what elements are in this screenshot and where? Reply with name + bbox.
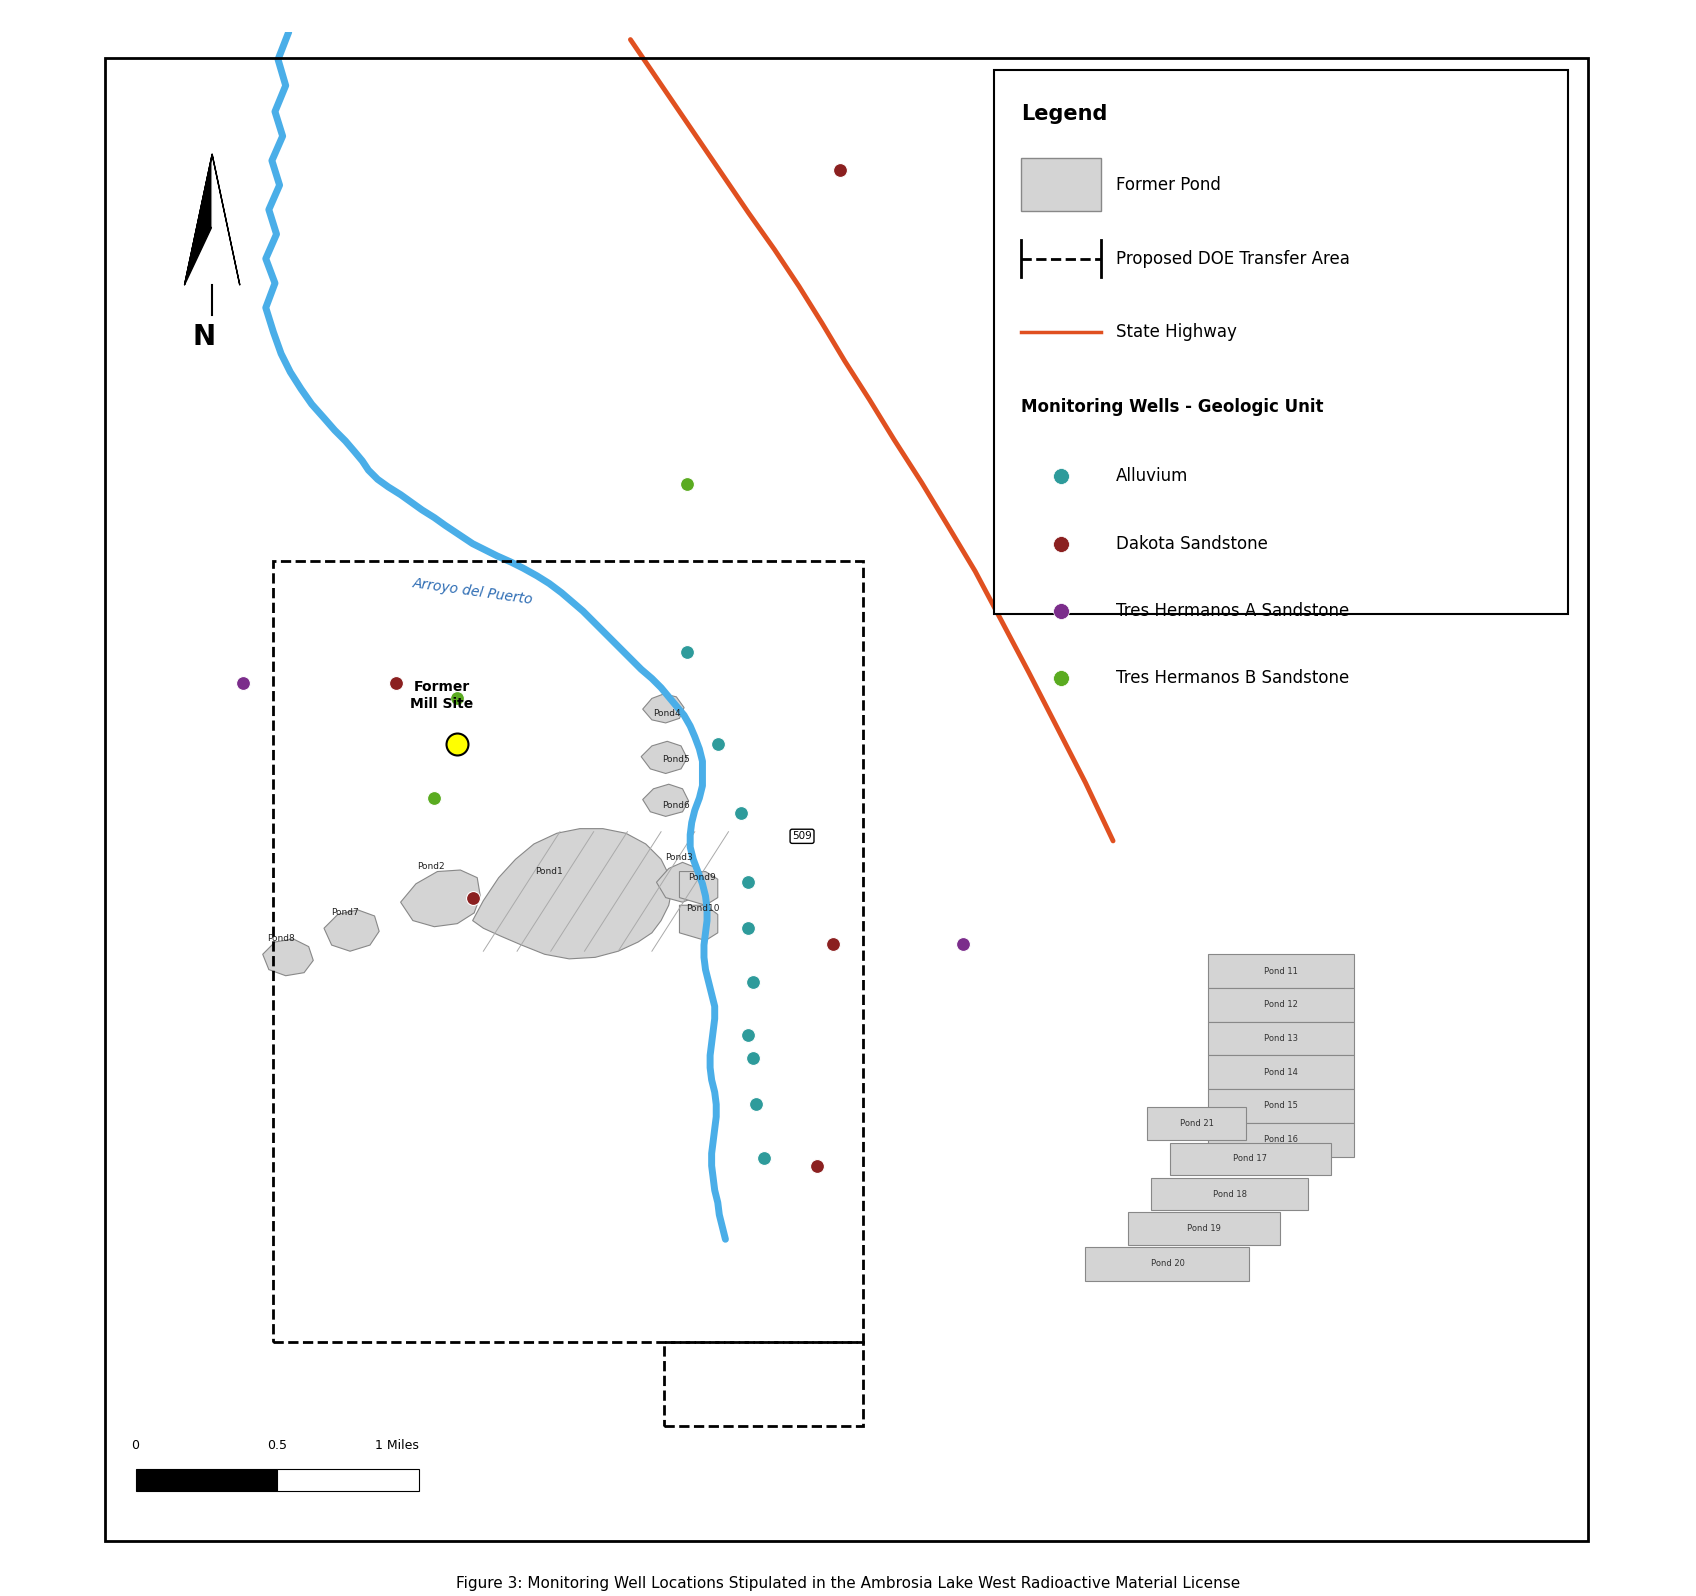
Text: Pond7: Pond7	[332, 908, 360, 918]
Point	[704, 731, 731, 757]
Text: Dakota Sandstone: Dakota Sandstone	[1116, 535, 1269, 552]
Bar	[994, 70, 1569, 614]
Point	[421, 785, 448, 811]
Point	[734, 870, 762, 895]
Polygon shape	[1085, 1246, 1250, 1280]
Text: 509: 509	[792, 832, 812, 841]
Bar	[276, 1468, 419, 1491]
Text: Pond3: Pond3	[665, 854, 694, 862]
Text: Proposed DOE Transfer Area: Proposed DOE Transfer Area	[1116, 249, 1350, 268]
Bar	[1021, 158, 1101, 211]
Text: Pond9: Pond9	[689, 873, 716, 883]
Polygon shape	[641, 741, 687, 774]
Text: Pond2: Pond2	[417, 862, 444, 871]
Point	[728, 801, 755, 827]
Text: Pond 21: Pond 21	[1180, 1119, 1214, 1128]
Point	[382, 670, 409, 696]
Point	[673, 471, 700, 496]
Point	[229, 670, 256, 696]
Polygon shape	[1146, 1108, 1247, 1140]
Point	[739, 969, 767, 994]
Polygon shape	[400, 870, 480, 927]
Text: Former
Mill Site: Former Mill Site	[410, 680, 473, 710]
Polygon shape	[643, 784, 689, 817]
Bar	[136, 1468, 276, 1491]
Text: Pond 14: Pond 14	[1264, 1068, 1297, 1077]
Point	[950, 930, 977, 956]
Text: Pond 19: Pond 19	[1187, 1224, 1221, 1234]
Polygon shape	[1208, 1124, 1353, 1157]
Text: Pond 11: Pond 11	[1264, 967, 1297, 975]
Text: Pond4: Pond4	[653, 709, 682, 718]
Text: Figure 3: Monitoring Well Locations Stipulated in the Ambrosia Lake West Radioac: Figure 3: Monitoring Well Locations Stip…	[456, 1577, 1240, 1591]
Text: Monitoring Wells - Geologic Unit: Monitoring Wells - Geologic Unit	[1021, 399, 1323, 417]
Point	[444, 731, 471, 757]
Point	[804, 1152, 831, 1178]
Point	[826, 156, 853, 182]
Polygon shape	[1170, 1143, 1331, 1175]
Text: Pond8: Pond8	[268, 935, 295, 943]
Point	[1048, 463, 1075, 488]
Text: Pond5: Pond5	[663, 755, 690, 764]
Text: 0: 0	[132, 1440, 139, 1452]
Bar	[665, 1342, 863, 1427]
Text: Pond 13: Pond 13	[1264, 1034, 1297, 1044]
Polygon shape	[680, 905, 717, 940]
Point	[460, 884, 487, 910]
Text: Tres Hermanos B Sandstone: Tres Hermanos B Sandstone	[1116, 669, 1350, 688]
Polygon shape	[1208, 1088, 1353, 1124]
Polygon shape	[643, 694, 683, 723]
Polygon shape	[324, 910, 380, 951]
Point	[1048, 666, 1075, 691]
Text: Pond6: Pond6	[663, 801, 690, 811]
Polygon shape	[185, 155, 212, 284]
Polygon shape	[1152, 1178, 1308, 1210]
Polygon shape	[656, 862, 704, 902]
Polygon shape	[263, 938, 314, 975]
Text: 0.5: 0.5	[268, 1440, 287, 1452]
Point	[734, 1023, 762, 1049]
Point	[1048, 598, 1075, 624]
Point	[444, 686, 471, 712]
Polygon shape	[680, 871, 717, 905]
Text: Alluvium: Alluvium	[1116, 468, 1189, 485]
Text: Former Pond: Former Pond	[1116, 176, 1221, 195]
Point	[1048, 531, 1075, 557]
Point	[750, 1146, 777, 1171]
Text: Pond10: Pond10	[685, 903, 719, 913]
Polygon shape	[1208, 1055, 1353, 1088]
Text: Pond 16: Pond 16	[1264, 1135, 1297, 1144]
Point	[819, 930, 846, 956]
Polygon shape	[212, 155, 239, 284]
Text: Pond 12: Pond 12	[1264, 1001, 1297, 1009]
Text: Arroyo del Puerto: Arroyo del Puerto	[412, 576, 534, 606]
Text: 1 Miles: 1 Miles	[375, 1440, 419, 1452]
Polygon shape	[1128, 1211, 1280, 1245]
Polygon shape	[1208, 1021, 1353, 1055]
Polygon shape	[473, 828, 672, 959]
Text: Pond1: Pond1	[536, 867, 563, 876]
Point	[734, 916, 762, 942]
Text: Legend: Legend	[1021, 104, 1107, 124]
Text: Pond 17: Pond 17	[1233, 1154, 1267, 1163]
Text: Pond 15: Pond 15	[1264, 1101, 1297, 1111]
Text: State Highway: State Highway	[1116, 324, 1236, 342]
Text: Tres Hermanos A Sandstone: Tres Hermanos A Sandstone	[1116, 602, 1350, 621]
Polygon shape	[1208, 988, 1353, 1021]
Point	[673, 640, 700, 666]
Text: N: N	[193, 322, 215, 351]
Point	[739, 1045, 767, 1071]
Point	[743, 1092, 770, 1117]
Text: Pond 18: Pond 18	[1213, 1189, 1247, 1199]
Bar	[273, 560, 863, 1342]
Text: Pond 20: Pond 20	[1150, 1259, 1184, 1269]
Polygon shape	[1208, 954, 1353, 988]
